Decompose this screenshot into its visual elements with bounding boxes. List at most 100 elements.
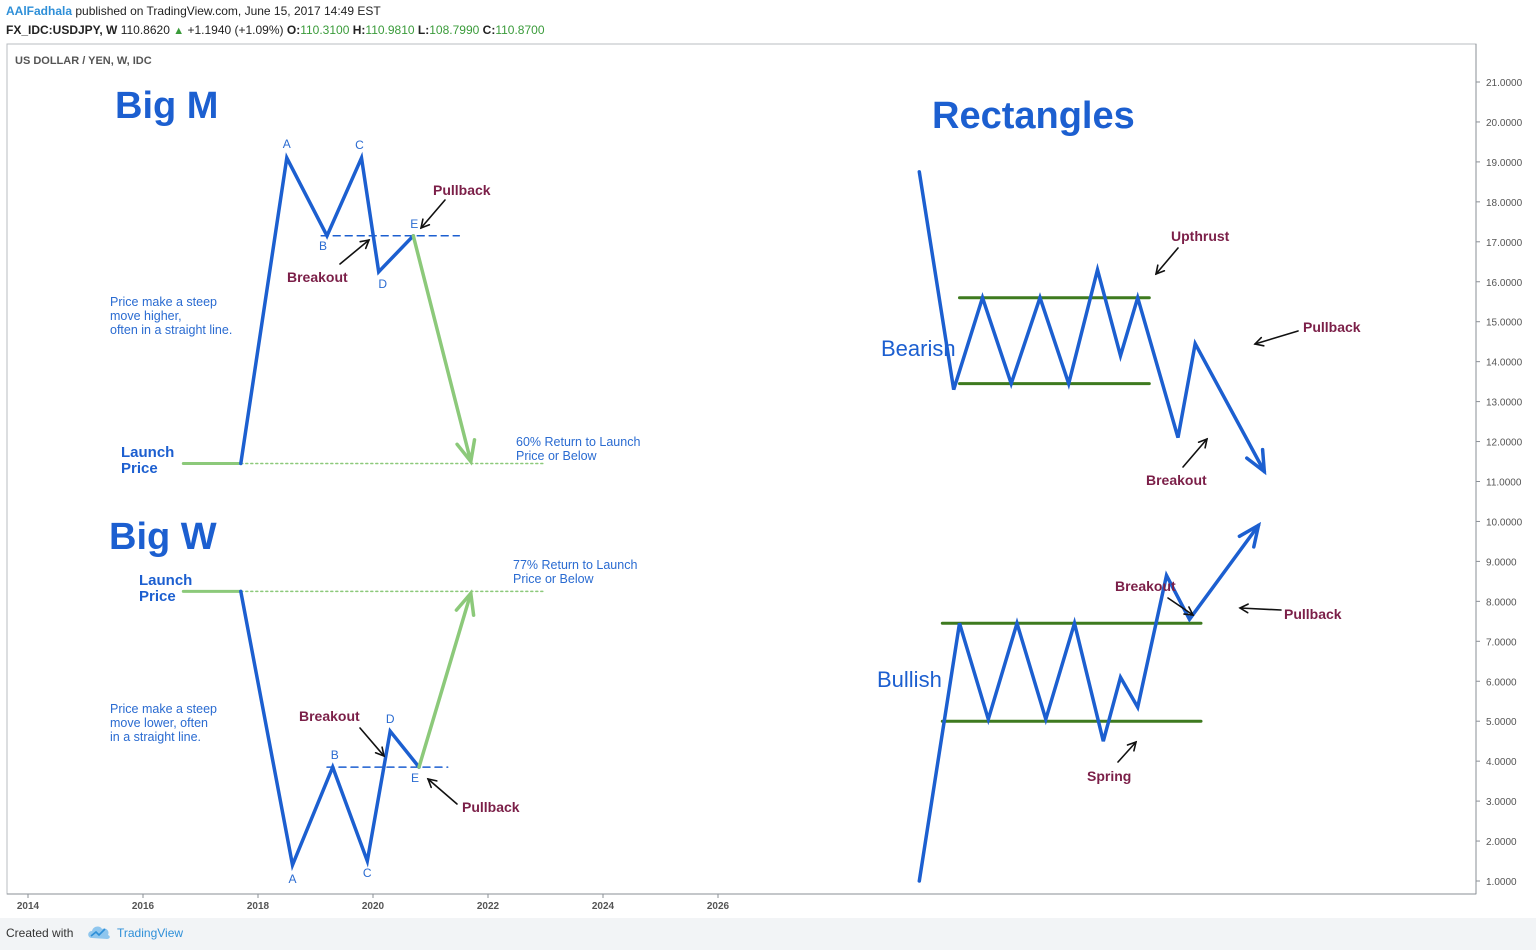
tradingview-link[interactable]: TradingView (117, 926, 184, 940)
bearish-label: Bearish (881, 336, 956, 361)
x-tick-label: 2018 (247, 901, 270, 912)
big-m-decline-arrow (411, 234, 473, 464)
big-m-launch-label: Launch (121, 444, 174, 461)
footer-bar: Created with TradingView (0, 918, 1536, 950)
y-tick-label: 7.0000 (1486, 637, 1517, 648)
y-tick-label: 6.0000 (1486, 677, 1517, 688)
big-w-rally-arrow (417, 591, 473, 769)
bullish-spring-arrow-head (1126, 740, 1138, 752)
symbol-label: FX_IDC:USDJPY, W (6, 23, 118, 37)
big-w-point-e: E (411, 771, 419, 785)
y-tick-label: 16.0000 (1486, 278, 1523, 289)
y-tick-label: 20.0000 (1486, 118, 1523, 129)
big-m-pullback-arrow (420, 199, 446, 229)
bullish-pullback-label: Pullback (1284, 606, 1342, 622)
big-m-breakout-arrow (339, 239, 370, 265)
bullish-price-path-head (1237, 521, 1262, 549)
bearish-upthrust-arrow-head (1154, 264, 1166, 276)
close-label: C: (482, 23, 496, 37)
y-tick-label: 19.0000 (1486, 158, 1523, 169)
x-tick-label: 2026 (707, 901, 730, 912)
bearish-breakout-arrow (1182, 438, 1208, 468)
low-value: 108.7990 (429, 23, 480, 37)
triangle-up-icon: ▲ (173, 25, 185, 37)
big-m-price-path (239, 151, 416, 466)
bearish-price-path-head (1245, 447, 1267, 476)
ohlc-line: FX_IDC:USDJPY, W 110.8620 ▲ +1.1940 (+1.… (6, 23, 545, 37)
y-tick-label: 14.0000 (1486, 358, 1523, 369)
big-m-desc-1: Price make a steep (110, 295, 217, 309)
big-m-point-e: E (410, 217, 418, 231)
bearish-breakout-label: Breakout (1146, 472, 1207, 488)
big-w-breakout-label: Breakout (299, 708, 360, 724)
big-w-point-c: C (363, 866, 372, 880)
big-m-pullback-label: Pullback (433, 182, 491, 198)
x-tick-label: 2016 (132, 901, 155, 912)
big-w-pullback-arrow-head (426, 777, 438, 789)
big-w-pullback-arrow (427, 778, 458, 805)
last-price: 110.8620 (120, 23, 170, 37)
bullish-price-path (917, 523, 1261, 883)
published-text: published on TradingView.com, June 15, 2… (75, 4, 381, 18)
bearish-price-path (917, 170, 1267, 474)
big-m-breakout-arrow-head (359, 238, 371, 250)
big-m-decline-arrow-head (455, 438, 477, 466)
bullish-pullback-arrow (1239, 607, 1282, 611)
close-value: 110.8700 (495, 23, 545, 37)
y-tick-label: 18.0000 (1486, 198, 1523, 209)
bullish-breakout-arrow (1167, 597, 1194, 616)
big-m-title: Big M (115, 85, 218, 127)
big-w-target-text-1: 77% Return to Launch (513, 558, 637, 572)
bullish-label: Bullish (877, 667, 942, 692)
rectangles-title: Rectangles (932, 95, 1135, 137)
low-label: L: (417, 23, 430, 37)
big-m-pullback-arrow-head (419, 218, 431, 230)
bullish-spring-label: Spring (1087, 768, 1131, 784)
y-tick-label: 13.0000 (1486, 398, 1523, 409)
y-tick-label: 11.0000 (1486, 478, 1522, 489)
big-m-point-a: A (283, 137, 291, 151)
big-w-point-b: B (331, 748, 339, 762)
x-tick-label: 2022 (477, 901, 500, 912)
y-tick-label: 5.0000 (1486, 717, 1517, 728)
big-m-point-d: D (378, 277, 387, 291)
open-label: O: (286, 23, 301, 37)
bullish-pullback-arrow-head (1238, 603, 1249, 614)
created-with-text: Created with (6, 926, 74, 940)
big-w-point-d: D (386, 712, 395, 726)
big-w-point-a: A (288, 872, 296, 886)
y-tick-label: 1.0000 (1486, 877, 1517, 888)
bullish-spring-arrow (1117, 741, 1137, 763)
big-m-breakout-label: Breakout (287, 269, 348, 285)
bearish-pullback-arrow (1254, 330, 1299, 345)
big-m-desc-2: move higher, (110, 309, 182, 323)
high-label: H: (352, 23, 366, 37)
y-tick-label: 10.0000 (1486, 517, 1523, 528)
y-tick-label: 2.0000 (1486, 837, 1517, 848)
x-tick-label: 2020 (362, 901, 385, 912)
bearish-pullback-arrow-head (1253, 336, 1265, 347)
y-tick-label: 4.0000 (1486, 757, 1517, 768)
big-w-rally-arrow-head (454, 589, 476, 617)
chart-canvas[interactable]: US DOLLAR / YEN, W, IDC 1.0000 2.0000 3.000… (0, 0, 1536, 918)
big-w-pullback-label: Pullback (462, 799, 520, 815)
big-w-price-path (239, 589, 421, 872)
x-tick-label: 2014 (17, 901, 40, 912)
bullish-breakout-label: Breakout (1115, 578, 1176, 594)
chart-header: AAlFadhala published on TradingView.com,… (0, 0, 1536, 42)
big-w-breakout-arrow-head (374, 746, 386, 758)
big-w-launch-label-2: Price (139, 588, 176, 605)
big-m-point-c: C (355, 138, 364, 152)
y-tick-label: 12.0000 (1486, 438, 1523, 449)
big-w-breakout-arrow (359, 727, 385, 757)
bearish-upthrust-label: Upthrust (1171, 228, 1230, 244)
publish-line: AAlFadhala published on TradingView.com,… (6, 4, 381, 18)
big-m-launch-label-2: Price (121, 460, 158, 477)
y-tick-label: 9.0000 (1486, 557, 1517, 568)
bearish-breakout-arrow-head (1197, 437, 1209, 449)
big-w-title: Big W (109, 516, 217, 558)
y-tick-label: 21.0000 (1486, 78, 1523, 89)
big-m-point-b: B (319, 239, 327, 253)
author-link[interactable]: AAlFadhala (6, 4, 73, 18)
bullish-breakout-arrow-head (1183, 606, 1195, 616)
